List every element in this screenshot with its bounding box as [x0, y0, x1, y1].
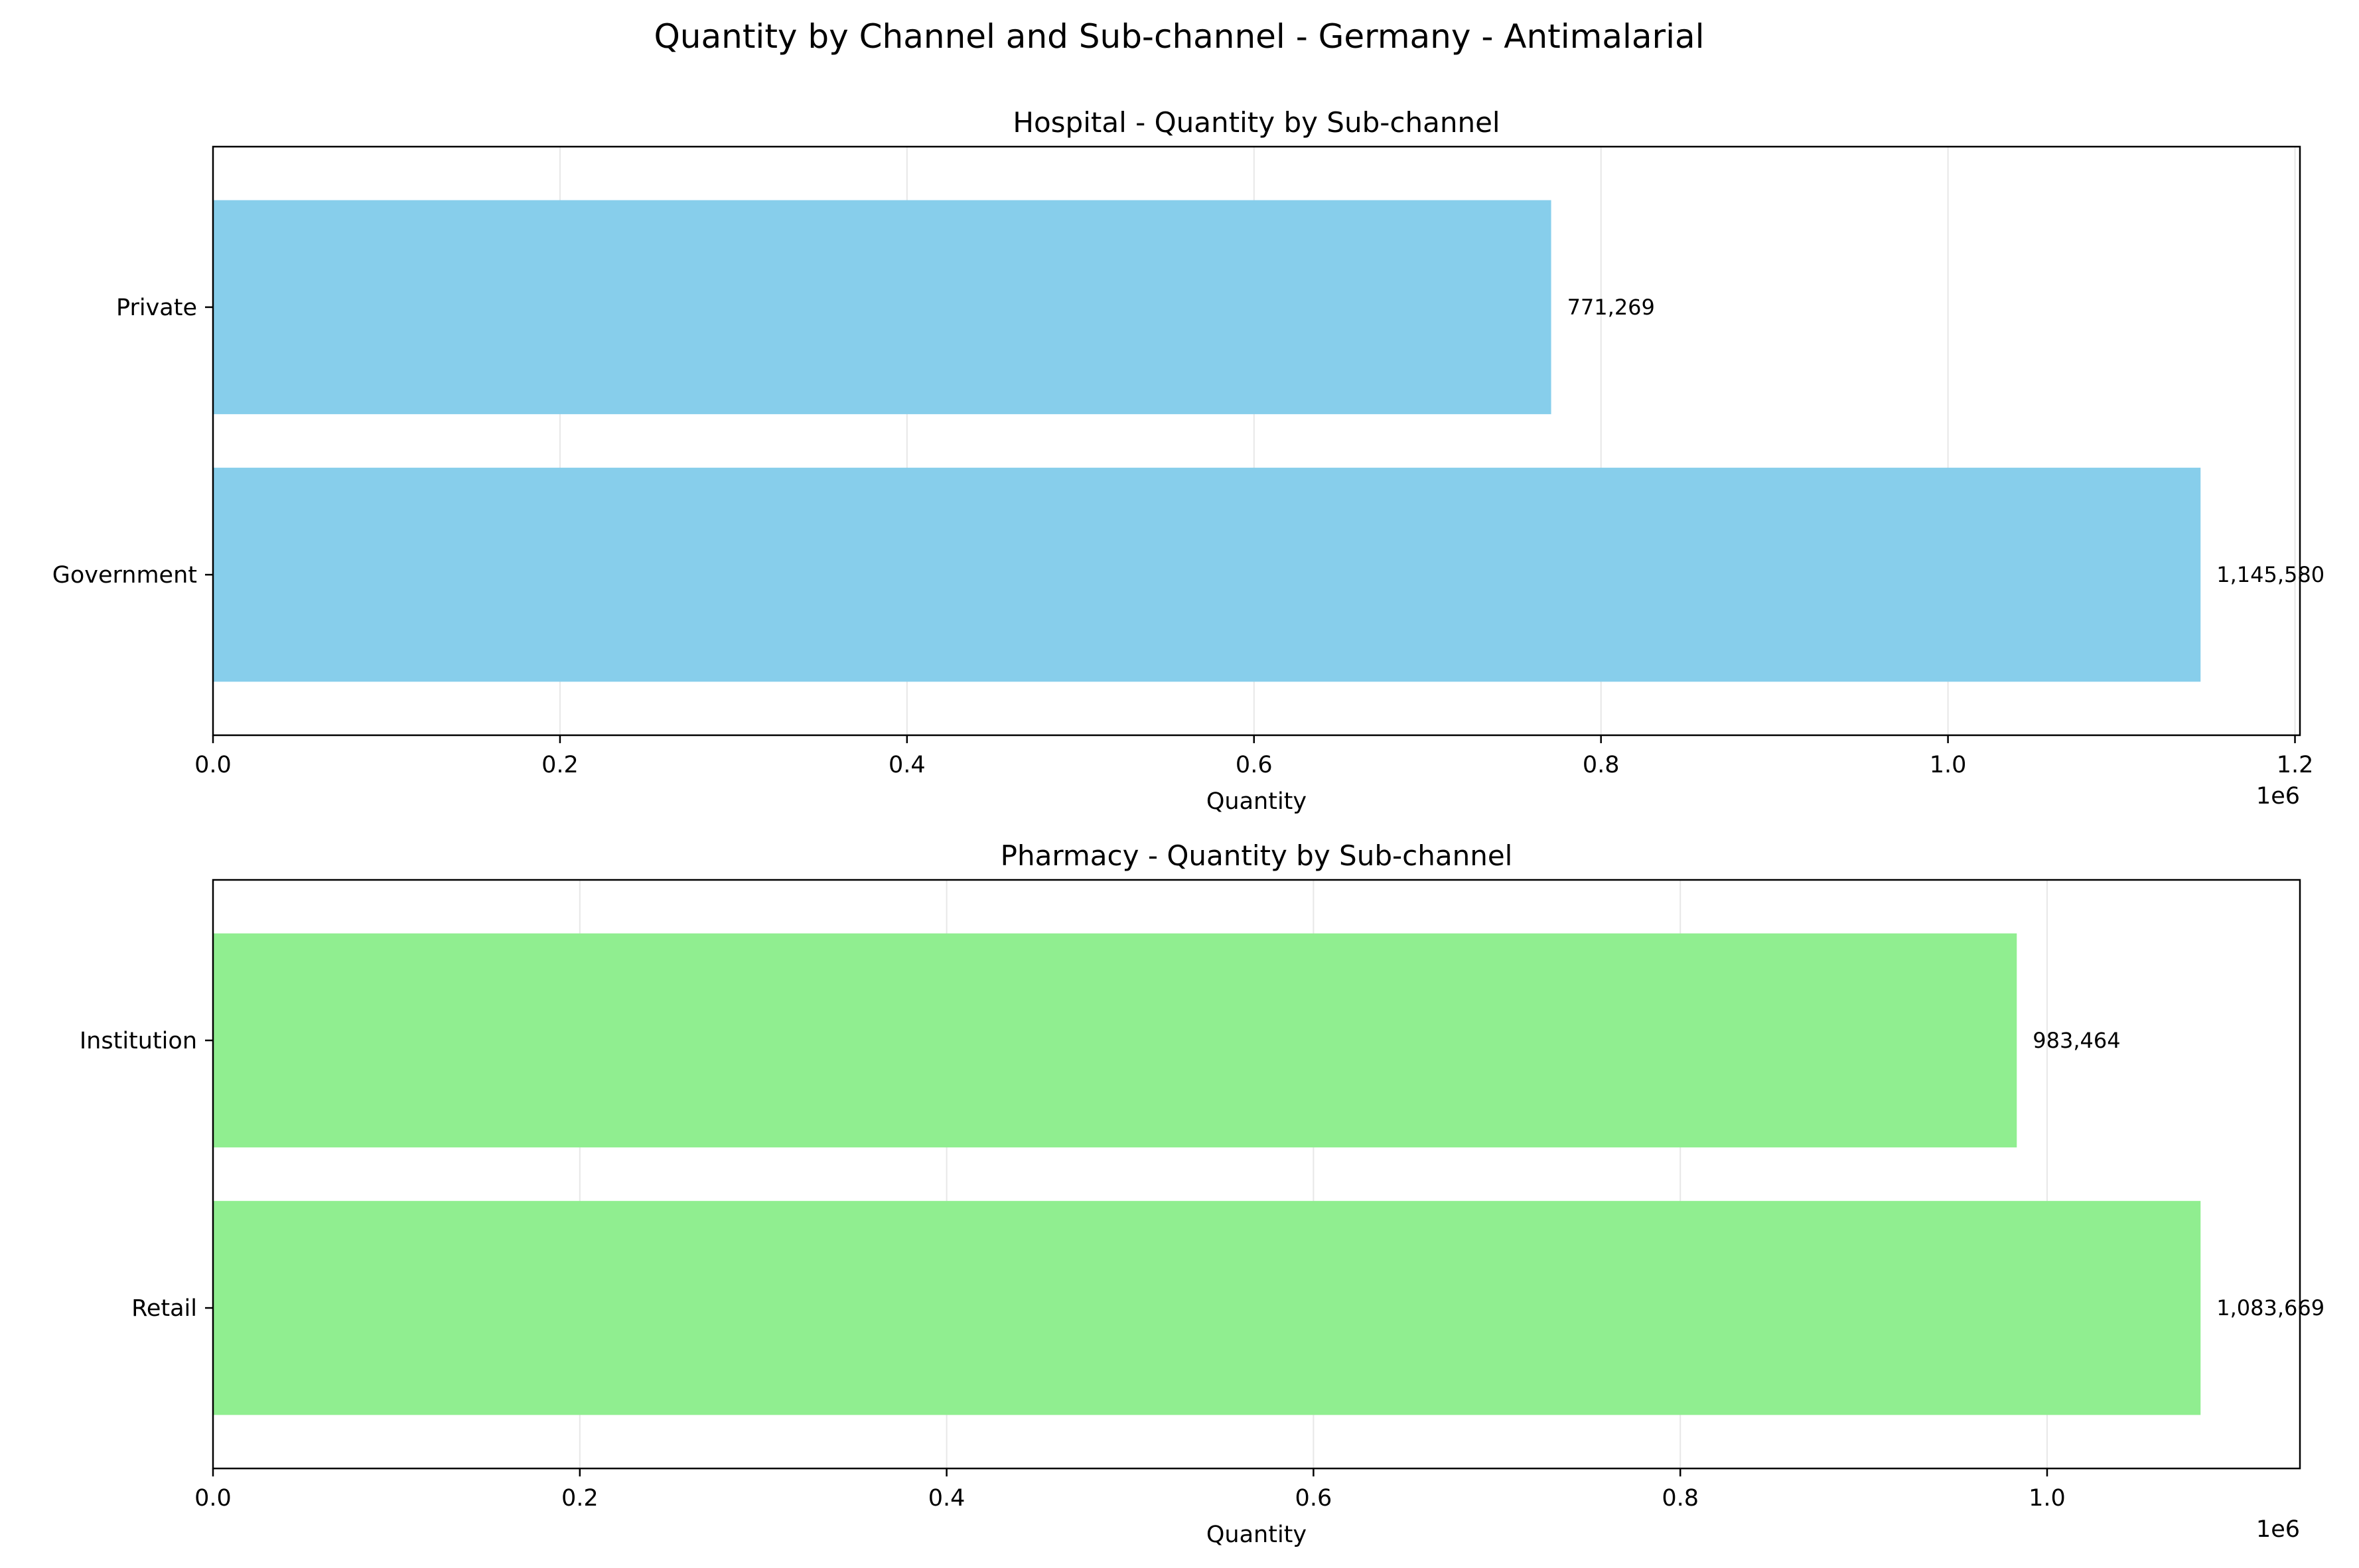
- pharmacy-x-tick-label-5: 1.0: [2029, 1485, 2066, 1512]
- hospital-value-label-private: 771,269: [1567, 295, 1655, 320]
- pharmacy-bar-retail: [213, 1201, 2200, 1415]
- hospital-bar-private: [213, 200, 1551, 415]
- hospital-subplot-title: Hospital - Quantity by Sub-channel: [1013, 106, 1500, 139]
- pharmacy-value-label-institution: 983,464: [2033, 1028, 2120, 1053]
- pharmacy-x-tick-label-1: 0.2: [561, 1485, 599, 1512]
- hospital-x-tick-label-4: 0.8: [1583, 752, 1620, 778]
- pharmacy-value-label-retail: 1,083,669: [2216, 1295, 2324, 1320]
- figure-title: Quantity by Channel and Sub-channel - Ge…: [654, 17, 1704, 56]
- pharmacy-x-offset-label: 1e6: [2256, 1516, 2300, 1543]
- pharmacy-bar-institution: [213, 934, 2017, 1148]
- hospital-x-tick-label-0: 0.0: [194, 752, 232, 778]
- hospital-y-tick-label-private: Private: [116, 295, 197, 321]
- hospital-x-tick-label-2: 0.4: [889, 752, 926, 778]
- hospital-x-tick-label-1: 0.2: [541, 752, 579, 778]
- hospital-value-label-government: 1,145,580: [2216, 562, 2324, 587]
- pharmacy-y-tick-label-retail: Retail: [131, 1295, 197, 1322]
- pharmacy-x-tick-label-2: 0.4: [928, 1485, 965, 1512]
- pharmacy-subplot-title: Pharmacy - Quantity by Sub-channel: [1001, 839, 1513, 872]
- pharmacy-x-tick-label-3: 0.6: [1295, 1485, 1332, 1512]
- hospital-x-axis-label: Quantity: [1206, 788, 1307, 815]
- pharmacy-y-tick-label-institution: Institution: [80, 1028, 197, 1054]
- pharmacy-x-axis-label: Quantity: [1206, 1522, 1307, 1548]
- hospital-x-offset-label: 1e6: [2256, 783, 2300, 810]
- hospital-x-tick-label-3: 0.6: [1236, 752, 1273, 778]
- hospital-x-tick-label-6: 1.2: [2277, 752, 2314, 778]
- pharmacy-x-tick-label-0: 0.0: [194, 1485, 232, 1512]
- hospital-x-tick-label-5: 1.0: [1930, 752, 1967, 778]
- hospital-bar-government: [213, 468, 2200, 682]
- hospital-y-tick-label-government: Government: [52, 562, 197, 589]
- pharmacy-x-tick-label-4: 0.8: [1662, 1485, 1699, 1512]
